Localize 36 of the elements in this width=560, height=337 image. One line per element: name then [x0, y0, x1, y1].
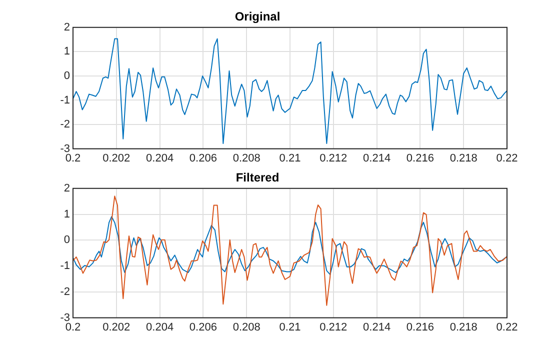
y-tick-label: -3 — [60, 312, 70, 324]
x-tick-label: 0.216 — [406, 152, 434, 164]
x-tick-label: 0.206 — [189, 152, 217, 164]
x-tick-label: 0.22 — [496, 321, 518, 334]
x-tick-label: 0.2 — [65, 321, 81, 334]
y-tick-label: -3 — [60, 142, 70, 155]
y-tick-label: 2 — [64, 182, 70, 194]
x-tick-label: 0.22 — [496, 152, 518, 164]
x-tick-label: 0.204 — [146, 321, 174, 334]
y-tick-label: -1 — [60, 94, 70, 106]
x-tick-label: 0.218 — [450, 321, 478, 334]
x-tick-label: 0.208 — [232, 321, 260, 334]
y-tick-label: 1 — [64, 46, 70, 58]
y-tick-label: 1 — [64, 208, 70, 220]
y-tick-label: -1 — [60, 260, 70, 272]
y-tick-label: -2 — [60, 118, 70, 131]
x-tick-label: 0.21 — [279, 152, 301, 164]
x-tick-label: 0.208 — [232, 152, 260, 164]
x-tick-label: 0.212 — [320, 152, 348, 164]
x-tick-label: 0.214 — [363, 152, 391, 164]
chart-title: Filtered — [236, 170, 280, 185]
x-tick-label: 0.212 — [320, 321, 348, 334]
y-tick-label: 0 — [64, 234, 70, 246]
x-tick-label: 0.202 — [102, 321, 130, 334]
y-tick-label: 0 — [64, 70, 70, 82]
y-tick-label: 2 — [64, 21, 70, 34]
x-tick-label: 0.214 — [363, 321, 391, 334]
y-tick-label: -2 — [60, 286, 70, 298]
x-tick-label: 0.21 — [279, 321, 301, 334]
x-tick-label: 0.204 — [146, 152, 174, 164]
x-tick-label: 0.206 — [189, 321, 217, 334]
chart-title: Original — [234, 10, 280, 24]
x-tick-label: 0.218 — [450, 152, 478, 164]
x-tick-label: 0.2 — [65, 152, 81, 164]
x-tick-label: 0.202 — [102, 152, 130, 164]
x-tick-label: 0.216 — [406, 321, 434, 334]
